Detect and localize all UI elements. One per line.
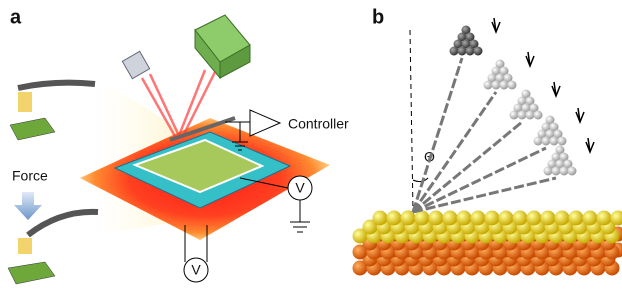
atom [569,211,584,226]
cluster-atom [542,137,551,146]
cluster-atom [534,137,543,146]
figure: a Force Controller V V b Θ [0,0,622,290]
atom [443,211,458,226]
angle-arc [413,178,428,182]
sample [10,118,55,140]
trajectory [413,58,462,212]
direction-arrow [492,18,500,32]
atom [499,211,514,226]
force-arrow [14,192,42,220]
cluster-atom [508,81,517,90]
direction-arrow [576,108,584,122]
panel-label: b [372,6,384,28]
page: a Force Controller V V b Θ (() => { cons… [0,0,622,290]
tip [18,238,32,254]
atom [597,211,612,226]
voltmeter-label: V [295,180,305,196]
cluster-atom [568,167,577,176]
atom [555,211,570,226]
atom [527,211,542,226]
sample [8,262,55,284]
cluster-atom [450,47,459,56]
atom [373,211,388,226]
cluster-atom [526,111,535,120]
cluster-atom [458,47,467,56]
direction-arrow [586,138,594,152]
atom [583,211,598,226]
cluster-atom [550,137,559,146]
cluster-atom [560,167,569,176]
voltmeter-label: V [191,262,201,278]
tip [18,92,32,112]
cantilever [28,212,98,235]
cluster-atom [518,111,527,120]
atom [513,211,528,226]
projectiles [413,18,594,212]
atom [429,211,444,226]
cantilever [18,83,95,88]
atom [415,211,430,226]
cluster-atom [558,137,567,146]
atom [541,211,556,226]
atom [471,211,486,226]
direction-arrow [526,52,534,66]
detector [122,51,149,78]
cluster-atom [510,111,519,120]
cluster-atom [474,47,483,56]
cluster-atom [466,47,475,56]
atom [387,211,402,226]
cluster-atom [544,167,553,176]
force-label: Force [12,168,48,184]
amplifier [250,110,280,136]
controller-label: Controller [288,116,349,132]
atom [485,211,500,226]
atom [457,211,472,226]
cluster-atom [492,81,501,90]
cluster-atom [534,111,543,120]
cluster-atom [552,167,561,176]
cluster-atom [484,81,493,90]
direction-arrow [552,82,560,96]
normal-line [410,30,413,212]
cluster-atom [500,81,509,90]
surface [353,211,622,276]
panel-label: a [10,6,22,28]
